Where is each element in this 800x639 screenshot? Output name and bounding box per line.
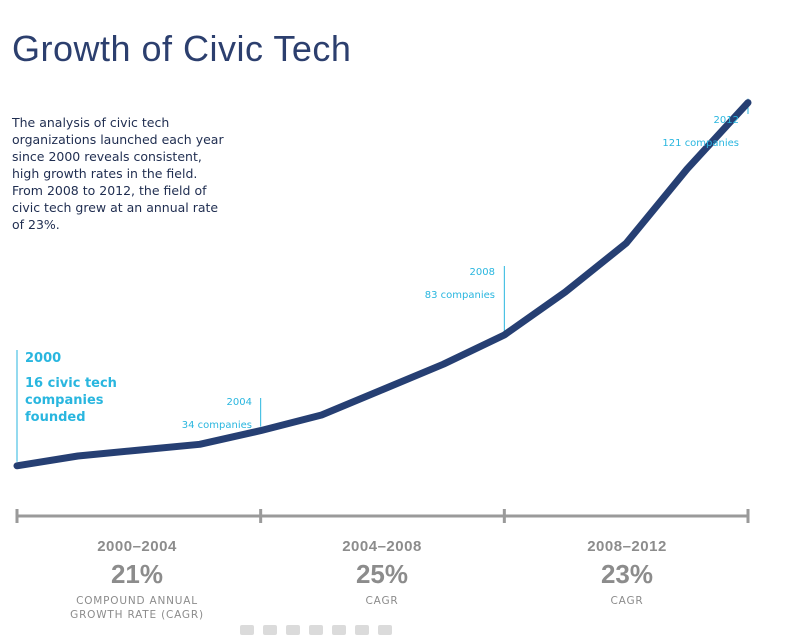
segment-rate: 23% [600, 559, 654, 589]
annotation-year: 2000 [25, 351, 62, 366]
annotation-2008: 2008 83 companies [425, 268, 495, 301]
down-icon[interactable] [309, 625, 323, 635]
segment-caption: COMPOUND ANNUAL GROWTH RATE (CAGR) [70, 595, 204, 621]
annotation-year: 2004 [226, 397, 252, 408]
segment-rate: 25% [355, 559, 409, 589]
zoom-in-icon[interactable] [378, 625, 392, 635]
segment-range: 2008–2012 [587, 538, 667, 555]
save-icon[interactable] [240, 625, 254, 635]
annotation-count: 16 civic tech companies founded [25, 376, 117, 425]
intro-text: The analysis of civic tech organizations… [12, 115, 224, 232]
annotation-count: 34 companies [181, 420, 252, 431]
annotation-year: 2012 [713, 115, 739, 126]
viewer-toolbar [240, 620, 540, 635]
segment-2000-2004: 2000–2004 21% COMPOUND ANNUAL GROWTH RAT… [17, 538, 257, 622]
segment-2004-2008: 2004–2008 25% CAGR [262, 538, 502, 608]
up-icon[interactable] [286, 625, 300, 635]
page-field[interactable] [332, 625, 346, 635]
annotation-count: 121 companies [662, 138, 739, 149]
segment-2008-2012: 2008–2012 23% CAGR [507, 538, 747, 608]
annotation-2000: 2000 16 civic tech companies founded [25, 352, 125, 426]
series-line [13, 99, 752, 470]
zoom-out-icon[interactable] [355, 625, 369, 635]
annotation-count: 83 companies [424, 290, 495, 301]
annotation-2012: 2012 121 companies [662, 116, 739, 149]
segment-range: 2004–2008 [342, 538, 422, 555]
segment-caption: CAGR [610, 595, 644, 607]
segment-caption: CAGR [365, 595, 399, 607]
segment-rate: 21% [110, 559, 164, 589]
annotation-2004: 2004 34 companies [182, 398, 252, 431]
print-icon[interactable] [263, 625, 277, 635]
annotation-year: 2008 [469, 267, 495, 278]
page-title: Growth of Civic Tech [12, 28, 352, 69]
segment-range: 2000–2004 [97, 538, 177, 555]
